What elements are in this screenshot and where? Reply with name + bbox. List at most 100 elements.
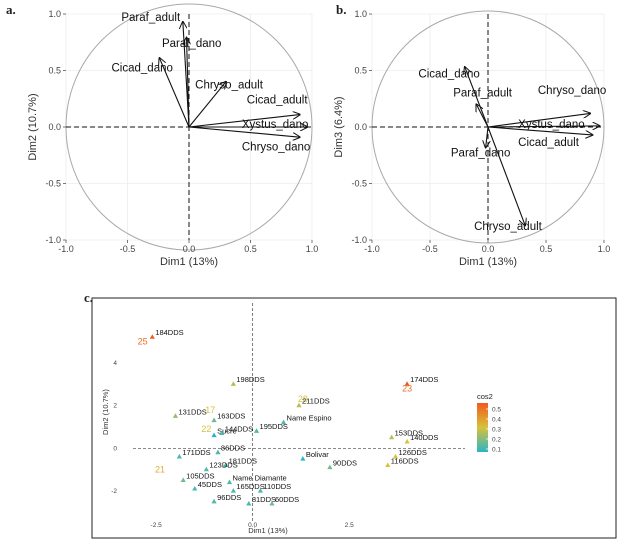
point-label-name-espino: Name Espino [287, 414, 332, 423]
point-label-17: 17 [205, 405, 215, 415]
point-126dds [392, 453, 399, 459]
point-45dds [192, 485, 198, 491]
point-123dds [203, 466, 209, 472]
point-86dds [215, 449, 221, 455]
vector-paraf-dano [187, 38, 189, 128]
vector-paraf-dano [486, 126, 488, 147]
point-label-86dds: 86DDS [221, 444, 245, 453]
y-tick-label: 1.0 [354, 9, 367, 19]
point-181dds [223, 462, 229, 468]
x-tick-label: 0.5 [244, 244, 257, 254]
vector-cicad-adult [487, 126, 592, 135]
legend-tick-label: 0.4 [492, 417, 501, 424]
y-axis-title: Dim3 (6.4%) [333, 96, 345, 157]
panel-c-frame [91, 297, 617, 539]
x-tick-label: 1.0 [306, 244, 319, 254]
vector-chryso-adult [188, 82, 226, 128]
vector-label-paraf-dano: Paraf_dano [451, 147, 510, 159]
vector-label-xystus-dano: Xystus_dano [242, 119, 309, 131]
point-label-181dds: 181DDS [229, 456, 257, 465]
point-label-22: 22 [201, 424, 211, 434]
y-tick-label: -1.0 [351, 235, 367, 245]
point-label-144dds: 144DDS [225, 424, 253, 433]
point-label-81dds: 81DDS [252, 495, 276, 504]
legend-title: cos2 [477, 392, 493, 401]
vector-label-cicad-dano: Cicad_dano [418, 68, 479, 80]
panel-letter-a: a. [6, 2, 16, 17]
point-label-90dds: 90DDS [333, 459, 357, 468]
point-label-198dds: 198DDS [236, 375, 264, 384]
x-tick-label: -0.5 [120, 244, 136, 254]
x-tick-label: 2.5 [345, 522, 354, 529]
point-name-diamante [226, 479, 233, 485]
x-tick-label: -1.0 [364, 244, 380, 254]
vector-label-paraf-adult: Paraf_adult [121, 12, 181, 24]
point-label-171dds: 171DDS [182, 448, 210, 457]
point-label-184dds: 184DDS [155, 328, 183, 337]
vector-label-cicad-adult: Cicad_adult [247, 94, 309, 106]
point-60dds [269, 500, 275, 506]
vector-cicad-dano [159, 58, 190, 128]
point-sucre [211, 432, 217, 438]
vector-label-chryso-dano: Chryso_dano [538, 85, 606, 97]
y-tick-label: 0 [113, 445, 117, 452]
y-tick-label: 4 [113, 360, 117, 367]
x-tick-label: -1.0 [58, 244, 74, 254]
y-axis-title: Dim2 (10.7%) [101, 389, 110, 435]
point-label-sucre: Sucre [217, 427, 237, 436]
point-label-195dds: 195DDS [260, 422, 288, 431]
y-tick-label: 0.5 [48, 66, 61, 76]
vector-cicad-adult [188, 115, 300, 128]
legend-tick-label: 0.1 [492, 447, 501, 454]
point-165dds [230, 488, 236, 493]
x-tick-label: -2.5 [151, 522, 163, 529]
point-140dds [404, 438, 410, 444]
legend-tick-label: 0.3 [492, 427, 501, 434]
vector-paraf-adult [476, 104, 489, 128]
point-144dds [219, 430, 225, 435]
x-tick-label: 0.5 [540, 244, 553, 254]
point-198dds [230, 381, 236, 386]
x-tick-label: 0.0 [183, 244, 196, 254]
point-131dds [172, 413, 179, 418]
legend-colorbar [477, 403, 488, 452]
vector-label-chryso-dano: Chryso_dano [242, 142, 310, 154]
vector-label-paraf-dano: Paraf_dano [162, 38, 221, 50]
vector-label-cicad-dano: Cicad_dano [112, 63, 173, 75]
x-tick-label: 0.0 [248, 522, 257, 529]
point-label-105dds: 105DDS [186, 471, 214, 480]
y-tick-label: 1.0 [48, 9, 61, 19]
point-bolivar [300, 456, 306, 461]
y-tick-label: 0.0 [48, 122, 61, 132]
point-label-name-diamante: Name Diamante [233, 474, 287, 483]
y-axis-title: Dim2 (10.7%) [27, 93, 39, 160]
vector-chryso-dano [487, 113, 590, 128]
y-tick-label: 0.0 [354, 122, 367, 132]
vector-label-xystus-dano: Xystus_dano [518, 119, 585, 131]
point-label-174dds: 174DDS [410, 375, 438, 384]
point-label-bolivar: Bolivar [306, 450, 329, 459]
legend-tick-label: 0.5 [492, 407, 501, 414]
point-label-163dds: 163DDS [217, 412, 245, 421]
point-174dds [404, 381, 410, 386]
point-96dds [211, 498, 217, 504]
point-label-60dds: 60DDS [275, 495, 299, 504]
point-label-21: 21 [155, 465, 165, 475]
x-axis-title: Dim1 (13%) [160, 256, 218, 268]
point-label-110dds: 110DDS [263, 482, 291, 491]
point-label-96dds: 96DDS [217, 493, 241, 502]
point-153dds [389, 434, 395, 440]
y-tick-label: -1.0 [45, 235, 61, 245]
point-name-espino [280, 419, 287, 425]
x-tick-label: -0.5 [422, 244, 438, 254]
point-label-131dds: 131DDS [178, 407, 206, 416]
point-label-116dds: 116DDS [391, 456, 419, 465]
legend-tick-label: 0.2 [492, 437, 501, 444]
point-label-28: 28 [298, 394, 308, 404]
point-label-23: 23 [402, 383, 412, 393]
vector-chryso-dano [188, 126, 300, 137]
point-105dds [180, 477, 186, 482]
vector-cicad-dano [465, 67, 489, 128]
